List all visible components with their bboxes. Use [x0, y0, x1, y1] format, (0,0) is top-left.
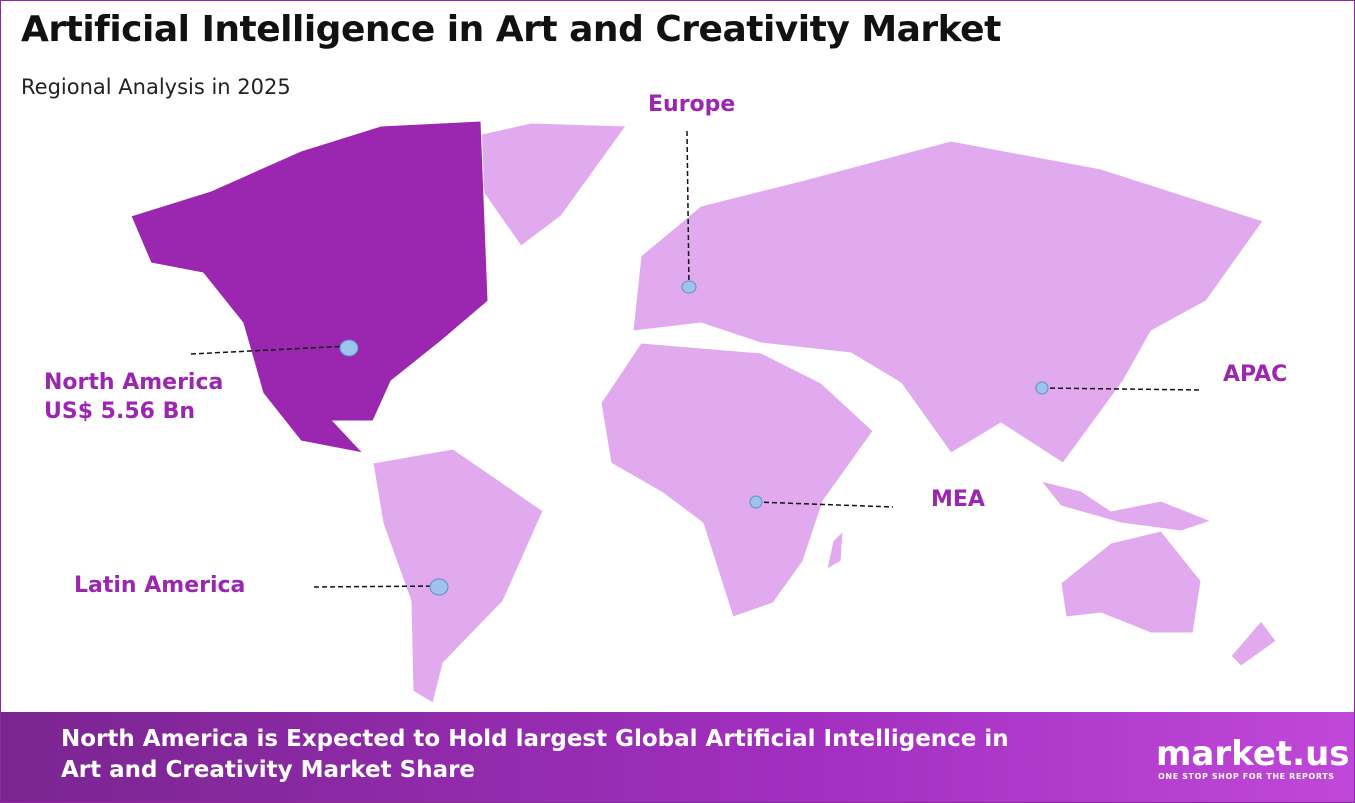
marker	[681, 280, 697, 294]
leader-line	[1041, 387, 1202, 391]
leader-line	[755, 501, 894, 508]
logo-tagline: ONE STOP SHOP FOR THE REPORTS	[1158, 772, 1335, 781]
region-label: Europe	[648, 92, 736, 117]
eurasia	[632, 140, 1264, 464]
madagascar	[826, 529, 844, 570]
marker	[429, 578, 449, 596]
australia	[1060, 530, 1202, 634]
logo-name: market.us	[1156, 734, 1350, 774]
marker	[1035, 381, 1049, 395]
leader-line	[686, 130, 690, 288]
footer-text: North America is Expected to Hold larges…	[61, 726, 1009, 783]
footer: North America is Expected to Hold larges…	[1, 712, 1354, 802]
region-label: MEA	[931, 487, 985, 512]
subtitle: Regional Analysis in 2025	[21, 75, 291, 99]
region-label: APAC	[1223, 362, 1288, 387]
leader-line	[313, 585, 440, 588]
region-label: North America	[44, 370, 224, 395]
region-value: US$ 5.56 Bn	[44, 399, 196, 424]
new-zealand	[1230, 620, 1277, 667]
title: Artificial Intelligence in Art and Creat…	[21, 9, 1001, 50]
north-america	[130, 120, 489, 454]
greenland	[450, 122, 627, 247]
marker	[339, 339, 359, 357]
world-map	[130, 120, 1277, 704]
marker	[749, 495, 763, 509]
south-america	[372, 448, 544, 704]
indonesia	[1039, 480, 1213, 532]
region-label: Latin America	[74, 573, 246, 598]
africa	[600, 342, 874, 618]
leader-line	[190, 345, 350, 355]
